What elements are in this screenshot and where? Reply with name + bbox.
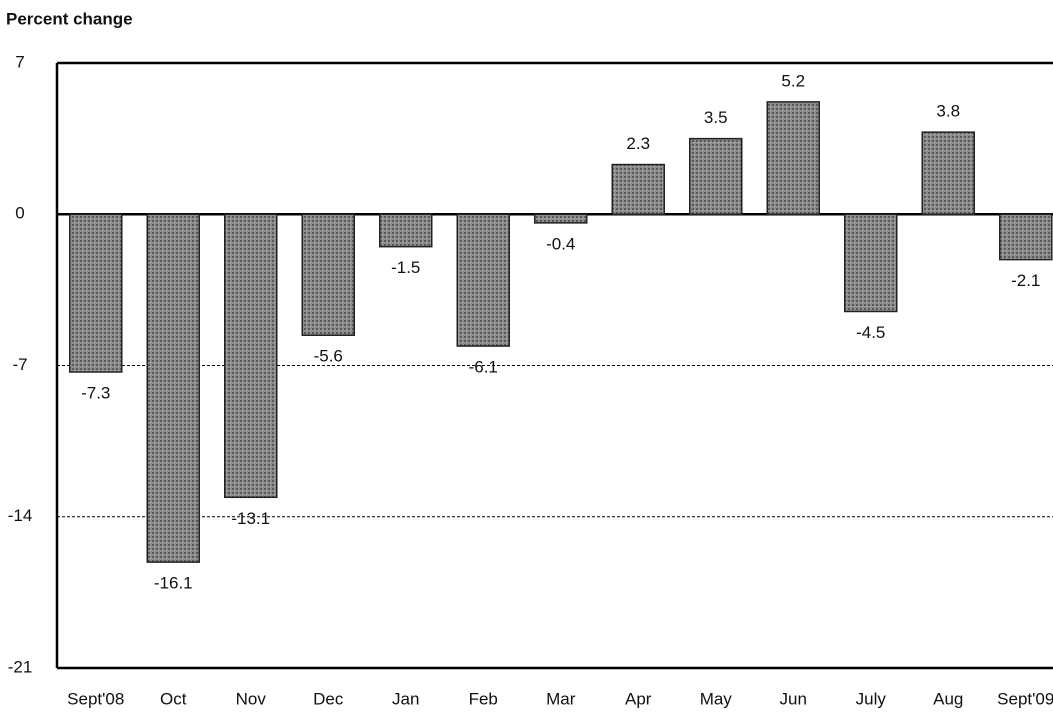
value-label: -13.1 [231,509,270,528]
value-label: 5.2 [781,71,805,90]
bar [844,213,898,313]
x-tick-label: May [700,689,733,708]
bar [534,213,588,224]
value-label: -7.3 [81,383,110,402]
bar [766,101,820,215]
value-label: -0.4 [546,234,575,253]
x-tick-label: Nov [236,689,267,708]
x-tick-label: Sept'09 [997,689,1053,708]
value-label: -16.1 [154,574,193,593]
x-tick-label: Feb [469,689,498,708]
value-label: 2.3 [626,134,650,153]
bar [379,213,433,248]
x-tick-label: Mar [546,689,576,708]
y-tick-label: 7 [15,52,24,71]
y-tick-label: 0 [15,204,24,223]
bar [146,213,200,563]
bar [999,213,1053,261]
value-label: -1.5 [391,258,420,277]
bar [69,213,123,373]
value-label: 3.5 [704,108,728,127]
chart-title: Percent change [6,9,133,28]
bar [301,213,355,336]
y-tick-label: -21 [8,657,33,676]
bar [689,137,743,215]
value-label: -2.1 [1011,271,1040,290]
x-tick-label: Aug [933,689,963,708]
bar [611,163,665,216]
value-label: -4.5 [856,323,885,342]
x-tick-label: Apr [625,689,652,708]
x-tick-label: Sept'08 [67,689,124,708]
value-label: -6.1 [469,358,498,377]
x-tick-label: Dec [313,689,344,708]
bar [456,213,510,347]
y-tick-label: -7 [12,355,27,374]
bar [224,213,278,499]
x-tick-label: Jan [392,689,419,708]
y-tick-label: -14 [8,506,33,525]
value-label: 3.8 [936,102,960,121]
x-tick-label: Oct [160,689,187,708]
bar [921,131,975,215]
x-tick-label: Jun [780,689,807,708]
x-tick-label: July [856,689,887,708]
value-label: -5.6 [314,347,343,366]
